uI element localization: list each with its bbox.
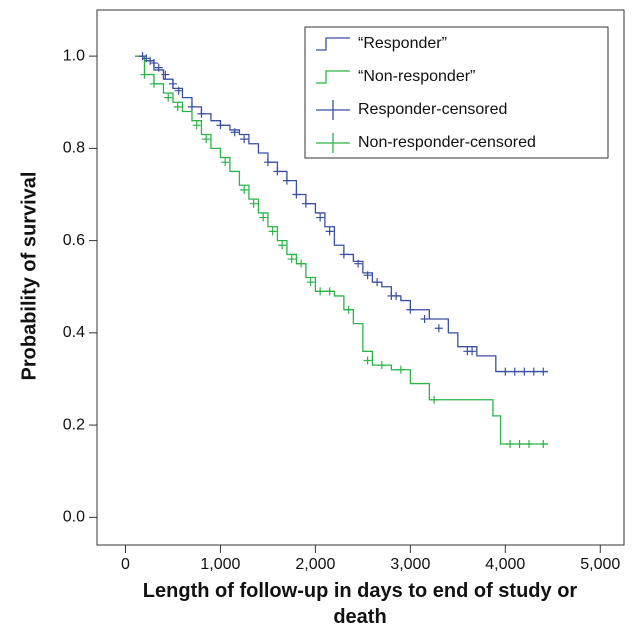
censor-mark — [202, 135, 211, 144]
censor-mark — [221, 158, 230, 167]
censor-mark — [539, 367, 548, 376]
censor-mark — [363, 356, 372, 365]
legend-swatch — [316, 37, 350, 51]
x-axis-title: Length of follow-up in days to end of st… — [142, 580, 578, 628]
y-tick-label: 0.0 — [63, 509, 85, 526]
censor-mark — [154, 63, 163, 72]
censor-mark — [344, 305, 353, 314]
censor-mark — [316, 213, 325, 222]
legend-label: “Responder” — [358, 35, 447, 52]
legend-label: “Non-responder” — [358, 68, 475, 85]
censor-mark — [539, 439, 548, 448]
censor-mark — [240, 185, 249, 194]
survival-curve — [134, 55, 549, 373]
censor-mark — [164, 93, 173, 102]
y-tick-label: 0.2 — [63, 416, 85, 433]
censor-mark — [259, 213, 268, 222]
censor-mark — [297, 259, 306, 268]
censor-mark — [292, 190, 301, 199]
censor-mark — [268, 227, 277, 236]
y-axis-title: Probability of survival — [18, 172, 40, 381]
censor-mark — [520, 367, 529, 376]
censor-mark — [273, 167, 282, 176]
x-tick-label: 1,000 — [200, 556, 240, 573]
censor-mark — [325, 227, 334, 236]
censor-mark — [392, 291, 401, 300]
censor-mark — [287, 255, 296, 264]
y-tick-label: 0.6 — [63, 232, 85, 249]
censor-mark — [354, 259, 363, 268]
x-tick-label: 2,000 — [295, 556, 335, 573]
censor-mark — [434, 324, 443, 333]
censor-mark — [339, 250, 348, 259]
censor-mark — [468, 347, 477, 356]
x-tick-label: 0 — [121, 556, 130, 573]
censor-mark — [316, 287, 325, 296]
censor-mark — [363, 271, 372, 280]
legend-label: Responder-censored — [358, 101, 507, 118]
plot-frame — [96, 9, 625, 546]
censor-mark — [263, 158, 272, 167]
censor-mark — [140, 70, 149, 79]
censor-mark — [173, 102, 182, 111]
censor-mark — [306, 278, 315, 287]
censor-mark — [506, 439, 515, 448]
censor-mark — [510, 367, 519, 376]
x-tick-label: 5,000 — [580, 556, 620, 573]
censor-mark — [149, 79, 158, 88]
censor-mark — [161, 70, 170, 79]
censor-mark — [406, 305, 415, 314]
x-tick-label: 4,000 — [485, 556, 525, 573]
censor-mark — [278, 241, 287, 250]
censor-mark — [174, 86, 183, 95]
survival-curve — [134, 55, 549, 445]
censor-mark — [525, 439, 534, 448]
legend-swatch — [316, 100, 350, 120]
censor-mark — [216, 121, 225, 130]
censor-mark — [197, 109, 206, 118]
censor-mark — [249, 199, 258, 208]
censor-mark — [192, 121, 201, 130]
y-tick-label: 1.0 — [63, 47, 85, 64]
censor-mark — [430, 395, 439, 404]
censor-mark — [529, 367, 538, 376]
censor-mark — [420, 315, 429, 324]
censor-mark — [149, 59, 158, 68]
censor-mark — [515, 439, 524, 448]
x-tick-label: 3,000 — [390, 556, 430, 573]
censor-mark — [301, 199, 310, 208]
censor-mark — [377, 361, 386, 370]
censor-mark — [396, 365, 405, 374]
censor-mark — [168, 79, 177, 88]
y-tick-label: 0.8 — [63, 140, 85, 157]
censor-mark — [282, 176, 291, 185]
censor-mark — [325, 287, 334, 296]
censor-mark — [230, 128, 239, 137]
legend-swatch — [316, 70, 350, 84]
legend-swatch — [316, 133, 350, 153]
censor-mark — [187, 102, 196, 111]
censor-mark — [373, 278, 382, 287]
censor-mark — [240, 135, 249, 144]
legend-box — [304, 26, 609, 159]
legend-label: Non-responder-censored — [358, 134, 536, 151]
censor-mark — [501, 367, 510, 376]
y-tick-label: 0.4 — [63, 324, 85, 341]
